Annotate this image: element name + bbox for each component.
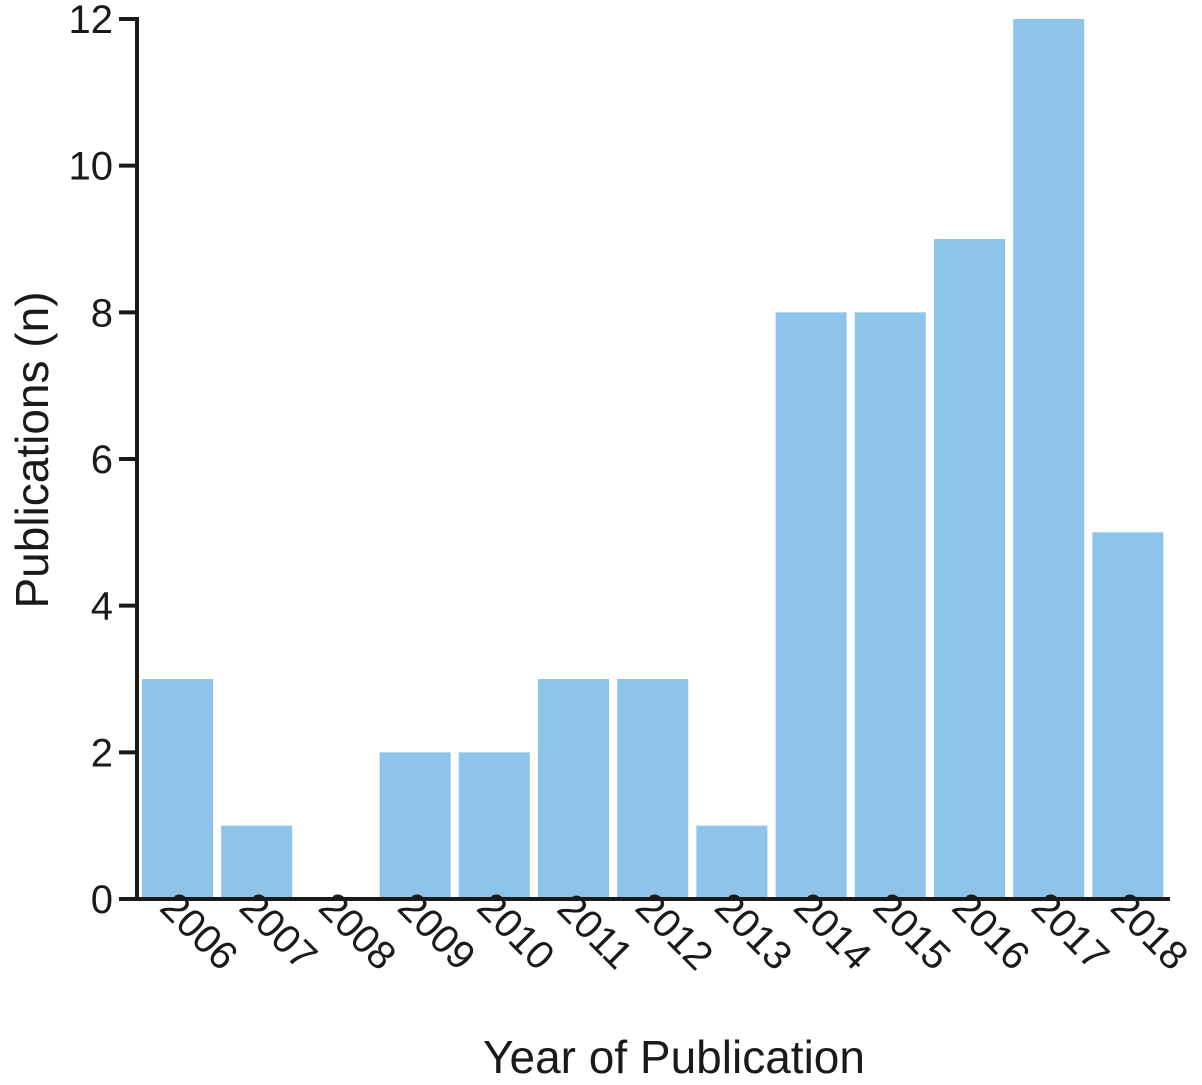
bar-2011 [538,679,609,899]
y-tick-label-10: 10 [69,145,114,189]
bar-2014 [775,312,847,899]
bar-2012 [617,679,689,899]
y-ticks-group: 0 2 4 6 8 10 12 [69,0,137,922]
bar-2015 [854,312,926,899]
bar-2009 [379,752,451,899]
y-tick-label-4: 4 [91,585,113,629]
bar-2016 [934,239,1005,899]
y-tick-label-6: 6 [91,438,113,482]
y-tick-label-2: 2 [91,731,113,775]
bar-2017 [1013,19,1085,899]
bar-2013 [696,825,768,899]
bar-2006 [142,679,213,899]
y-tick-label-12: 12 [69,0,114,42]
bar-2007 [221,825,293,899]
y-tick-label-0: 0 [91,878,113,922]
y-axis-title: Publications (n) [6,291,58,608]
bar-2018 [1092,532,1164,899]
bars-group [142,19,1164,899]
x-axis-title: Year of Publication [483,1031,865,1083]
y-tick-label-8: 8 [91,291,113,335]
bar-2010 [458,752,530,899]
